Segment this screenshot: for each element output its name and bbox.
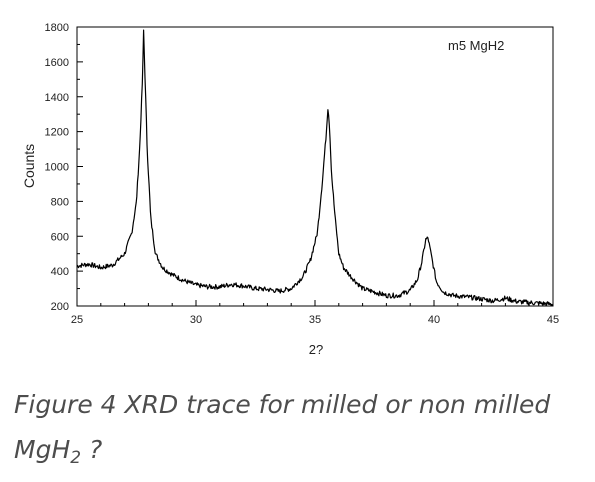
chart-ticks: 25 30 35 40 45 200 400 600 800 1000 1200 1400 1600 18…: [45, 22, 560, 326]
caption-text-end: ?: [81, 435, 103, 464]
caption-text: Figure 4 XRD trace for milled or non mil…: [14, 390, 551, 464]
y-tick-label: 1000: [45, 162, 69, 174]
y-tick-label: 1800: [45, 22, 69, 34]
y-tick-label: 1200: [45, 127, 69, 139]
y-tick-label: 400: [51, 266, 69, 278]
x-tick-label: 25: [71, 314, 83, 326]
y-axis-label: Counts: [21, 144, 37, 188]
x-tick-label: 30: [190, 314, 202, 326]
x-tick-label: 40: [428, 314, 440, 326]
y-tick-label: 1400: [45, 92, 69, 104]
y-tick-label: 200: [51, 301, 69, 313]
figure-caption: Figure 4 XRD trace for milled or non mil…: [14, 382, 584, 481]
y-tick-label: 800: [51, 196, 69, 208]
x-tick-label: 45: [547, 314, 559, 326]
xrd-chart: 25 30 35 40 45 200 400 600 800 1000 1200 1400 1600 18…: [21, 22, 560, 357]
y-tick-label: 1600: [45, 57, 69, 69]
x-tick-label: 35: [309, 314, 321, 326]
x-axis-label: 2?: [309, 342, 323, 357]
series-line-m5-mgh2: [76, 29, 554, 307]
legend-label: m5 MgH2: [448, 38, 504, 53]
y-tick-label: 600: [51, 231, 69, 243]
caption-subscript: 2: [70, 448, 82, 468]
